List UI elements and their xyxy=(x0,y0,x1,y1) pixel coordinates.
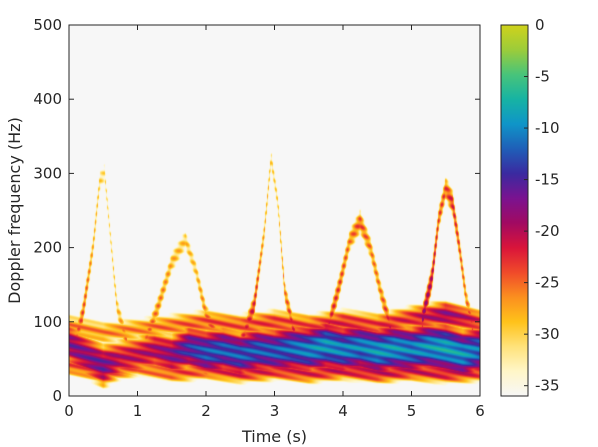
y-tick-label: 300 xyxy=(33,164,62,182)
y-axis-label: Doppler frequency (Hz) xyxy=(5,117,24,304)
y-tick-label: 500 xyxy=(33,16,62,34)
colorbar-tick-label: -15 xyxy=(535,171,560,189)
colorbar-tick-label: 0 xyxy=(535,16,545,34)
y-tick-label: 400 xyxy=(33,90,62,108)
x-tick-label: 3 xyxy=(270,402,280,420)
x-axis-label: Time (s) xyxy=(241,427,307,446)
colorbar-tick-label: -10 xyxy=(535,119,560,137)
colorbar-tick-label: -20 xyxy=(535,222,560,240)
colorbar-tick-label: -35 xyxy=(535,377,560,395)
y-tick-label: 0 xyxy=(52,387,62,405)
plot-area xyxy=(68,24,481,397)
y-axis: 0 100 200 300 400 500 xyxy=(33,16,480,405)
x-axis: 0 1 2 3 4 5 6 xyxy=(64,25,485,420)
heatmap-canvas xyxy=(69,25,480,396)
x-tick-label: 5 xyxy=(407,402,417,420)
colorbar: 0 -5 -10 -15 -20 -25 -30 -35 xyxy=(500,16,560,397)
y-tick-label: 200 xyxy=(33,239,62,257)
x-tick-label: 1 xyxy=(133,402,143,420)
colorbar-tick-label: -25 xyxy=(535,274,560,292)
colorbar-gradient xyxy=(500,24,529,397)
colorbar-ticks: 0 -5 -10 -15 -20 -25 -30 -35 xyxy=(524,16,560,395)
x-tick-label: 0 xyxy=(64,402,74,420)
y-tick-label: 100 xyxy=(33,313,62,331)
x-tick-label: 4 xyxy=(338,402,348,420)
x-tick-label: 2 xyxy=(201,402,211,420)
colorbar-tick-label: -5 xyxy=(535,68,550,86)
heatmap-image xyxy=(69,25,480,396)
colorbar-tick-label: -30 xyxy=(535,325,560,343)
x-tick-label: 6 xyxy=(475,402,485,420)
